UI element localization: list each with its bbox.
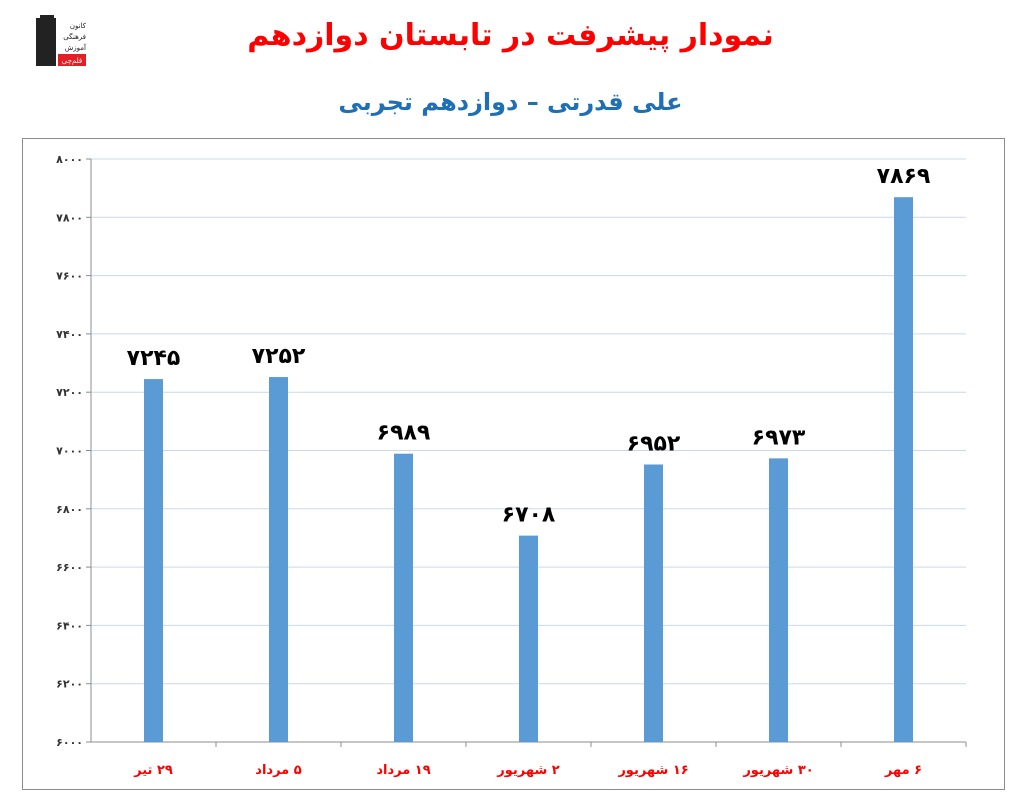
x-tick-label: ۱۹ مرداد — [376, 763, 430, 778]
data-label: ۶۹۸۹ — [377, 421, 431, 446]
bar — [269, 377, 288, 742]
x-tick-label: ۶ مهر — [884, 763, 922, 778]
x-tick-label: ۵ مرداد — [255, 763, 301, 778]
chart-frame: ۶۰۰۰ ۶۲۰۰ ۶۴۰۰ ۶۶۰۰ ۶۸۰۰ ۷۰۰۰ ۷۲۰۰ ۷۴۰۰ ۷۶۰۰ ۷۸۰۰… — [22, 138, 1005, 790]
bar — [394, 453, 413, 742]
data-label: ۷۸۶۹ — [877, 164, 931, 189]
data-label: ۷۲۵۲ — [252, 344, 306, 369]
y-tick-label: ۷۲۰۰ — [56, 386, 83, 399]
y-tick-label: ۷۴۰۰ — [56, 328, 83, 341]
logo-text-2: فرهنگی — [63, 32, 86, 41]
data-label: ۶۹۷۳ — [752, 425, 806, 450]
y-tick-label: ۷۶۰۰ — [56, 270, 83, 283]
bar — [644, 464, 663, 742]
y-tick-label: ۶۴۰۰ — [56, 619, 83, 632]
y-tick-label: ۶۶۰۰ — [56, 561, 83, 574]
logo-text-1: کانون — [70, 22, 87, 30]
y-tick-label: ۷۸۰۰ — [56, 211, 83, 224]
data-label: ۶۹۵۲ — [627, 431, 681, 456]
chart-subtitle: علی قدرتی – دوازدهم تجربی — [338, 88, 683, 116]
bar — [519, 535, 538, 742]
y-tick-label: ۶۰۰۰ — [56, 736, 83, 749]
y-tick-label: ۸۰۰۰ — [56, 153, 83, 166]
chart-title: نمودار پیشرفت در تابستان دوازدهم — [247, 18, 774, 53]
logo-badge: قلم‌چی — [62, 57, 82, 65]
data-label: ۶۷۰۸ — [502, 503, 556, 528]
bar — [769, 458, 788, 742]
bar — [144, 379, 163, 742]
bar — [894, 197, 913, 742]
y-tick-label: ۶۲۰۰ — [56, 678, 83, 691]
kanoon-logo: کانون فرهنگی آموزش قلم‌چی — [36, 15, 87, 66]
x-tick-label: ۱۶ شهریور — [617, 763, 688, 778]
data-label: ۷۲۴۵ — [127, 346, 181, 371]
logo-text-3: آموزش — [65, 43, 87, 52]
x-tick-label: ۳۰ شهریور — [742, 763, 813, 778]
bar-chart: ۶۰۰۰ ۶۲۰۰ ۶۴۰۰ ۶۶۰۰ ۶۸۰۰ ۷۰۰۰ ۷۲۰۰ ۷۴۰۰ ۷۶۰۰ ۷۸۰۰… — [56, 153, 967, 778]
y-tick-label: ۶۸۰۰ — [56, 503, 83, 516]
x-tick-label: ۲۹ تیر — [133, 763, 173, 778]
y-tick-label: ۷۰۰۰ — [56, 445, 83, 458]
x-tick-label: ۲ شهریور — [496, 763, 560, 778]
